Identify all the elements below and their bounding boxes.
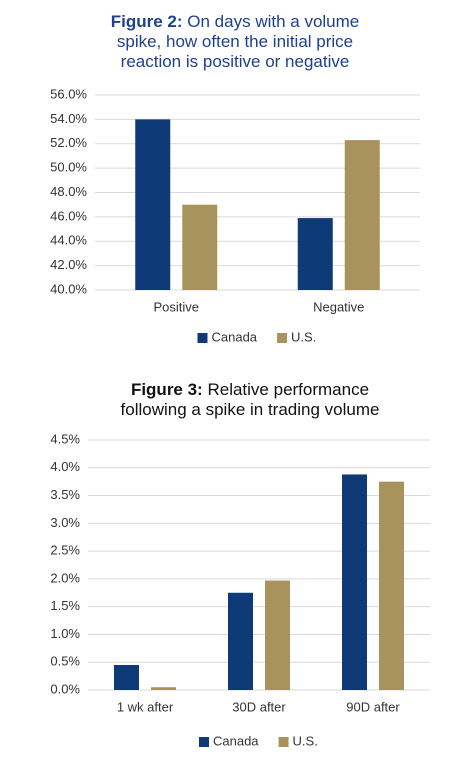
bar — [151, 687, 176, 690]
y-tick-label: 0.5% — [50, 654, 80, 669]
chart-title: Figure 3: Relative performance following… — [100, 380, 400, 420]
bar — [379, 481, 404, 690]
y-tick-label: 4.5% — [50, 431, 80, 446]
legend-label: Canada — [213, 733, 259, 748]
legend-label: U.S. — [293, 733, 318, 748]
y-tick-label: 46.0% — [50, 208, 87, 223]
y-tick-label: 40.0% — [50, 281, 87, 296]
figure-label: Figure 3: — [130, 380, 203, 399]
y-tick-label: 0.0% — [50, 681, 80, 696]
y-tick-label: 50.0% — [50, 160, 87, 175]
x-tick-label: 30D after — [232, 699, 286, 714]
bar — [135, 119, 171, 290]
y-tick-label: 54.0% — [50, 111, 87, 126]
y-tick-label: 3.5% — [50, 487, 80, 502]
bar — [342, 474, 367, 690]
bar — [228, 592, 253, 690]
bar — [114, 665, 139, 690]
legend-swatch — [199, 737, 209, 747]
y-tick-label: 2.5% — [50, 543, 80, 558]
x-tick-label: Negative — [313, 299, 364, 314]
bar — [265, 580, 290, 690]
y-tick-label: 1.0% — [50, 626, 80, 641]
y-tick-label: 44.0% — [50, 233, 87, 248]
y-tick-label: 4.0% — [50, 459, 80, 474]
y-tick-label: 48.0% — [50, 184, 87, 199]
bar — [344, 140, 380, 290]
x-tick-label: 1 wk after — [117, 699, 174, 714]
legend-swatch — [197, 333, 208, 343]
y-tick-label: 1.5% — [50, 598, 80, 613]
y-tick-label: 52.0% — [50, 135, 87, 150]
legend-label: U.S. — [291, 329, 316, 344]
bar — [182, 204, 218, 290]
chart-title: Figure 2: On days with a volume spike, h… — [95, 12, 375, 72]
bar — [297, 218, 333, 290]
y-tick-label: 3.0% — [50, 515, 80, 530]
y-tick-label: 42.0% — [50, 257, 87, 272]
title-text: Relative performance following a spike i… — [120, 380, 380, 419]
legend-swatch — [277, 333, 288, 343]
title-text: On days with a volume spike, how often t… — [116, 12, 360, 71]
legend-label: Canada — [212, 329, 258, 344]
x-tick-label: Positive — [153, 299, 199, 314]
legend-swatch — [278, 737, 289, 747]
y-tick-label: 56.0% — [50, 86, 87, 101]
figure-label: Figure 2: — [110, 12, 183, 31]
x-tick-label: 90D after — [346, 699, 400, 714]
y-tick-label: 2.0% — [50, 570, 80, 585]
